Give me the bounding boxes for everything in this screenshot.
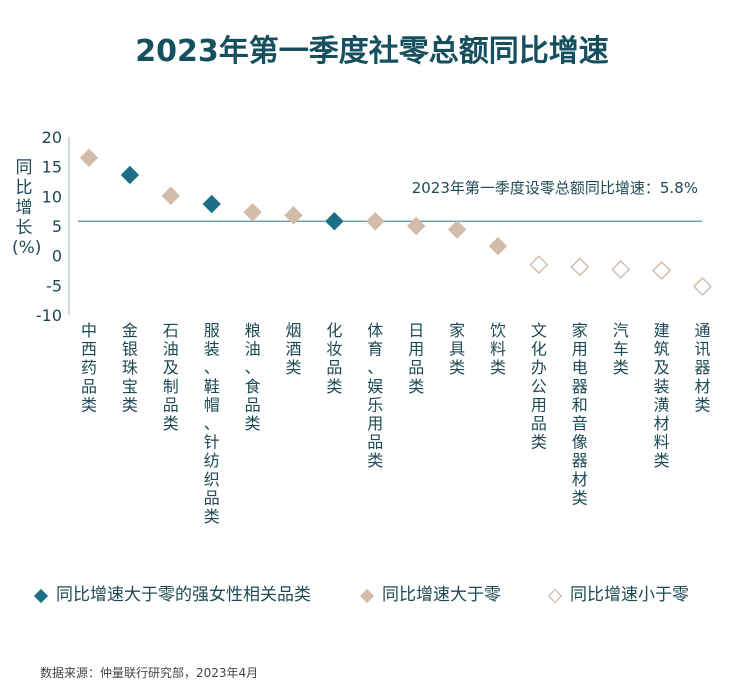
y-axis-label: 同比增长(%) xyxy=(12,158,42,258)
y-tick-label: 20 xyxy=(42,128,62,147)
y-tick-label: 15 xyxy=(42,158,62,177)
legend-item-female: 同比增速大于零的强女性相关品类 xyxy=(33,580,311,605)
x-category-label: 中西药品类 xyxy=(81,321,97,414)
legend: 同比增速大于零的强女性相关品类 同比增速大于零 同比增速小于零 xyxy=(30,580,730,606)
y-tick-label: -5 xyxy=(46,276,62,295)
data-point-gt0 xyxy=(407,216,426,236)
chart-title: 2023年第一季度社零总额同比增速 xyxy=(135,34,609,69)
legend-item-gt0: 同比增速大于零 xyxy=(359,580,501,605)
data-point-female xyxy=(325,212,344,231)
data-point-gt0 xyxy=(366,212,385,231)
data-point-gt0 xyxy=(243,203,262,222)
y-tick-label: -10 xyxy=(36,306,62,325)
x-category-label: 石油及制品类 xyxy=(163,321,179,433)
x-category-label: 家具类 xyxy=(449,321,465,377)
x-category-label: 通讯器材类 xyxy=(694,321,710,414)
data-point-gt0 xyxy=(488,236,508,256)
data-point-gt0 xyxy=(284,206,303,225)
data-point-lt0 xyxy=(611,259,631,279)
x-category-label: 粮油、食品类 xyxy=(245,321,261,433)
x-category-label: 化妆品类 xyxy=(326,321,342,396)
data-point-lt0 xyxy=(529,255,549,275)
data-point-female xyxy=(120,165,140,185)
y-tick-label: 5 xyxy=(52,217,62,236)
y-tick-label: 0 xyxy=(52,247,62,266)
x-category-label: 建筑及装潢材料类 xyxy=(654,321,670,470)
legend-item-lt0: 同比增速小于零 xyxy=(547,580,689,605)
data-point-lt0 xyxy=(652,261,672,280)
x-category-label: 烟酒类 xyxy=(285,321,301,377)
legend-marker-female xyxy=(33,588,49,604)
legend-marker-lt0 xyxy=(547,588,563,604)
data-point-lt0 xyxy=(693,277,712,296)
data-point-gt0 xyxy=(447,220,467,239)
legend-marker-gt0 xyxy=(359,588,375,604)
data-point-gt0 xyxy=(161,186,180,205)
x-category-label: 汽车类 xyxy=(613,321,629,377)
x-category-label: 日用品类 xyxy=(408,321,424,396)
data-point-female xyxy=(202,194,221,214)
x-category-label: 服装、鞋帽、针纺织品类 xyxy=(204,321,220,526)
legend-label-female: 同比增速大于零的强女性相关品类 xyxy=(56,585,311,605)
x-category-label: 体育、娱乐用品类 xyxy=(367,321,383,470)
source-note: 数据来源：仲量联行研究部，2023年4月 xyxy=(40,666,259,680)
y-tick-label: 10 xyxy=(42,187,62,206)
reference-line-label: 2023年第一季度设零总额同比增速：5.8% xyxy=(412,179,698,197)
data-point-gt0 xyxy=(79,148,99,167)
legend-label-gt0: 同比增速大于零 xyxy=(382,585,501,605)
x-category-label: 家用电器和音像器材类 xyxy=(572,321,588,507)
x-category-label: 文化办公用品类 xyxy=(531,321,547,452)
x-category-label: 饮料类 xyxy=(490,321,506,377)
x-category-label: 金银珠宝类 xyxy=(122,321,138,414)
legend-label-lt0: 同比增速小于零 xyxy=(570,585,689,605)
data-point-lt0 xyxy=(570,257,590,277)
